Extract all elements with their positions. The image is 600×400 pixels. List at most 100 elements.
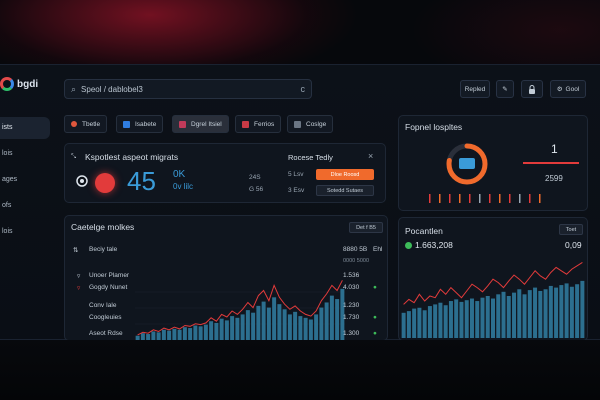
process-row-1-button-label: Dloe Roosd: [330, 171, 360, 178]
catalog-header-row: ⇅ Beciy tale 8880 5B Ehl: [73, 246, 383, 258]
population-chart-bar: [522, 294, 527, 338]
population-chart-bar: [443, 305, 448, 338]
migrate-unit-top: 0K: [173, 169, 186, 180]
filter-chip-3-icon: [179, 120, 186, 128]
catalog-chart-bar: [209, 321, 214, 340]
sidebar-item-4[interactable]: ofs: [2, 202, 12, 209]
catalog-chart-bar: [140, 333, 145, 340]
sidebar-item-2[interactable]: lois: [2, 150, 13, 157]
filter-chip-1[interactable]: Tbetle: [64, 115, 108, 133]
population-chart-bar: [564, 283, 569, 338]
catalog-chart-bar: [167, 330, 172, 340]
export-button[interactable]: Repled: [460, 80, 490, 98]
population-button-label: Toet: [565, 226, 577, 233]
pencil-icon: ✎: [502, 86, 508, 93]
progress-value-bottom: 2599: [545, 174, 563, 183]
population-button[interactable]: Toet: [559, 224, 583, 235]
sidebar-item-3[interactable]: ages: [2, 176, 18, 183]
filter-chip-4[interactable]: Ferrios: [235, 115, 282, 133]
table-row[interactable]: ▿ Unoer Plamer 1.536: [73, 272, 383, 284]
catalog-chart-bar: [198, 326, 203, 340]
progress-tick: [539, 194, 541, 203]
logo-text: bgdi: [17, 78, 39, 90]
table-row[interactable]: ▿ Gogdy Nunet 4.030 ●: [73, 284, 383, 296]
catalog-chart-bar: [256, 305, 261, 340]
catalog-chart-bar: [172, 328, 177, 340]
sidebar-item-1[interactable]: ists: [0, 117, 50, 139]
process-row-1-button[interactable]: Dloe Roosd: [316, 169, 374, 180]
catalog-chart-bar: [240, 314, 245, 340]
collapse-icon[interactable]: ⤡: [71, 153, 77, 160]
search-icon: ⌕: [71, 83, 77, 94]
status-online-icon: [405, 242, 412, 249]
record-indicator-icon: [76, 175, 88, 187]
filter-chip-1-icon: [71, 121, 77, 127]
filter-chip-4-label: Ferrios: [254, 120, 275, 128]
population-chart-bar: [501, 291, 506, 338]
population-chart-series-line: [403, 261, 583, 305]
population-chart-bar: [548, 285, 553, 338]
catalog-panel-title: Caetelge molkes: [71, 222, 135, 232]
sidebar-item-5[interactable]: lois: [2, 228, 13, 235]
catalog-chart-series-line: [137, 280, 343, 336]
population-chart-bar: [517, 289, 522, 338]
catalog-chart: [135, 280, 345, 340]
population-chart: [401, 261, 585, 338]
process-row-2-button-label: Sotedd Sutaes: [326, 187, 364, 194]
population-chart-bar: [496, 294, 501, 338]
catalog-panel: Caetelge molkes Det f B5 ⇅ Beciy tale 88…: [64, 215, 388, 341]
catalog-sub-value: 0000 5000: [343, 258, 369, 264]
bottom-band: [0, 340, 600, 400]
filter-chip-5[interactable]: Coslge: [287, 115, 334, 133]
population-chart-bar: [464, 300, 469, 338]
catalog-chart-bar: [266, 307, 271, 340]
close-icon[interactable]: ×: [368, 151, 374, 161]
search-input[interactable]: [81, 84, 296, 94]
filter-chip-2-icon: [123, 120, 130, 128]
population-chart-bar: [454, 299, 459, 338]
gool-button[interactable]: ⚙ Gool: [550, 80, 586, 98]
table-row[interactable]: Coogleuies 1.730 ●: [73, 314, 383, 326]
catalog-chart-bar: [293, 311, 298, 340]
catalog-dropdown[interactable]: Det f B5: [349, 222, 383, 233]
logo-icon: [0, 77, 14, 91]
process-row-2-button[interactable]: Sotedd Sutaes: [316, 185, 374, 196]
monitor-icon: [459, 158, 475, 169]
lock-button[interactable]: [521, 80, 543, 98]
population-chart-bar: [569, 286, 574, 338]
filter-chip-3[interactable]: Dgrel Itsiel: [172, 115, 229, 133]
row-label: Gogdy Nunet: [89, 284, 128, 291]
population-chart-bar: [559, 285, 564, 338]
settings-icon: ⚙: [556, 86, 563, 93]
migrate-big-value: 45: [127, 166, 156, 196]
catalog-chart-bar: [251, 312, 256, 340]
population-value-left: 1.663,208: [415, 240, 453, 250]
population-chart-bar: [475, 301, 480, 338]
search-bar[interactable]: ⌕ c: [64, 79, 312, 99]
row-flag: ●: [373, 314, 377, 321]
row-value: 1.230: [343, 302, 360, 309]
logo: bgdi: [0, 77, 38, 91]
filter-chip-5-label: Coslge: [306, 120, 327, 128]
table-row[interactable]: Aseot Rdse 1.300 ●: [73, 330, 383, 342]
table-row[interactable]: Conv Iale 1.230: [73, 302, 383, 314]
filter-chip-1-label: Tbetle: [82, 120, 101, 128]
catalog-chart-bar: [230, 316, 235, 340]
sort-icon[interactable]: ⇅: [73, 247, 79, 254]
filter-chip-2[interactable]: Isabete: [116, 115, 164, 133]
sidebar-nav: ists lois ages ofs lois: [0, 117, 50, 247]
population-chart-bar: [506, 296, 511, 338]
filter-chip-3-label: Dgrel Itsiel: [191, 120, 222, 128]
population-chart-bar: [433, 304, 438, 338]
row-label: Aseot Rdse: [89, 330, 123, 337]
catalog-chart-bar: [161, 329, 166, 340]
progress-tick: [469, 194, 471, 203]
expand-icon[interactable]: ▿: [77, 273, 81, 280]
progress-ticks: [429, 194, 541, 203]
catalog-header-label: Beciy tale: [89, 246, 118, 253]
catalog-chart-bar: [151, 331, 156, 340]
edit-button[interactable]: ✎: [496, 80, 514, 98]
row-label: Coogleuies: [89, 314, 122, 321]
progress-panel-title: Fopnel lospltes: [405, 122, 463, 132]
clear-search-icon[interactable]: c: [300, 84, 306, 94]
